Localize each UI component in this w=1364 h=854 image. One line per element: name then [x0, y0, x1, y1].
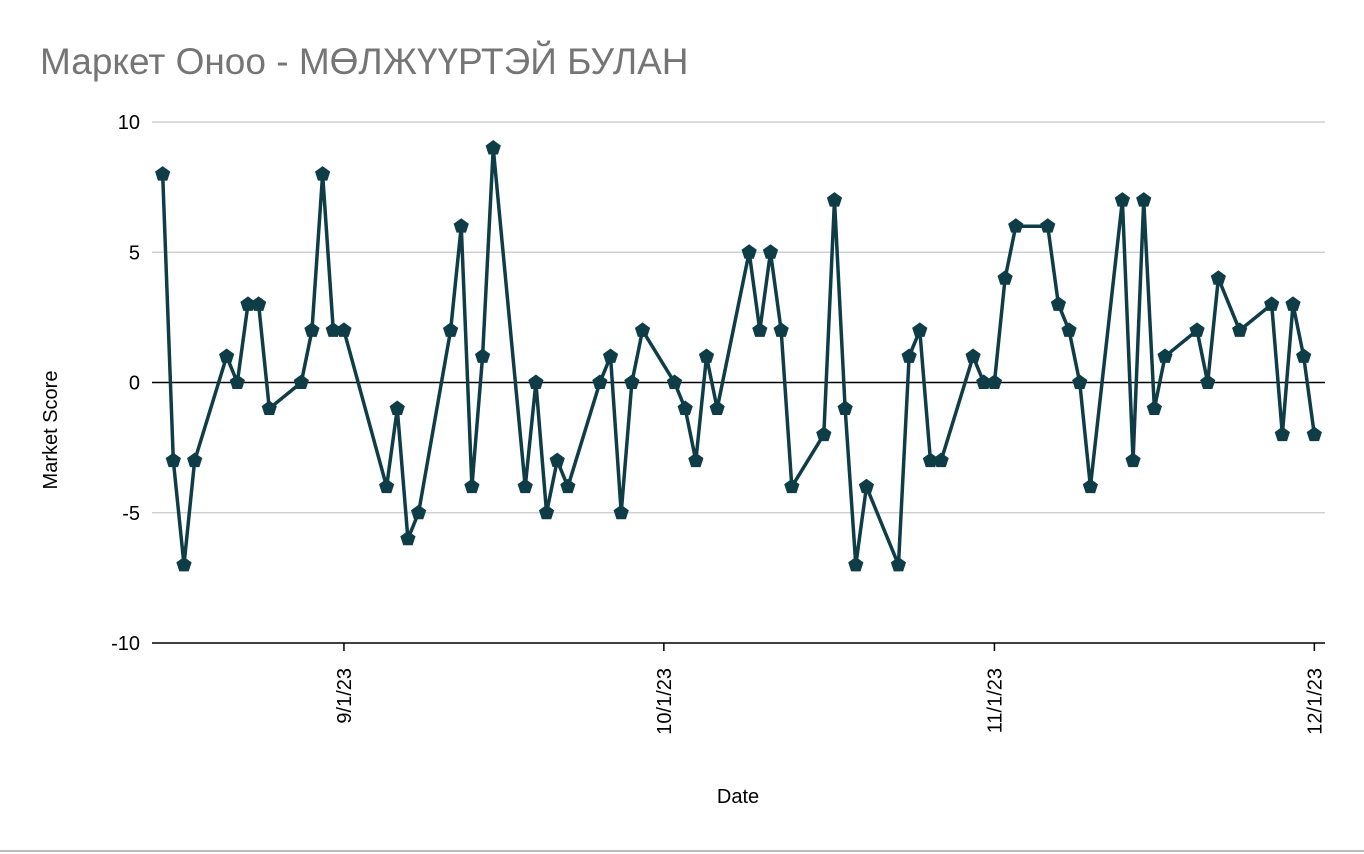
y-tick-label: 10: [118, 112, 140, 134]
x-tick-label: 12/1/23: [1304, 668, 1326, 735]
point-marker: [304, 322, 320, 337]
point-marker: [474, 348, 491, 363]
point-marker: [528, 374, 544, 389]
point-marker: [1136, 192, 1152, 207]
chart-title: Маркет Оноо - МӨЛЖҮҮРТЭЙ БУЛАН: [40, 40, 689, 82]
point-marker: [858, 478, 875, 494]
point-marker: [912, 322, 928, 337]
point-marker: [634, 322, 651, 337]
point-marker: [997, 270, 1013, 285]
point-marker: [187, 452, 203, 468]
point-marker: [336, 322, 352, 337]
point-marker: [229, 374, 245, 389]
point-marker: [784, 478, 800, 494]
point-marker: [741, 244, 757, 259]
point-marker: [1200, 374, 1216, 389]
point-marker: [773, 322, 789, 337]
y-tick-label: 0: [129, 373, 140, 395]
point-marker: [922, 452, 939, 468]
point-marker: [560, 478, 576, 494]
point-marker: [1040, 218, 1056, 233]
point-marker: [219, 348, 235, 363]
point-marker: [933, 452, 949, 468]
point-marker: [848, 556, 864, 572]
point-marker: [176, 556, 192, 572]
point-marker: [1061, 322, 1077, 337]
point-marker: [1274, 426, 1290, 442]
point-marker: [315, 166, 331, 181]
point-marker: [1189, 322, 1205, 337]
point-marker: [378, 478, 395, 494]
point-marker: [517, 478, 533, 494]
point-marker: [389, 400, 405, 416]
point-marker: [613, 504, 629, 520]
point-marker: [1082, 478, 1099, 494]
point-marker: [464, 478, 480, 494]
point-marker: [677, 400, 693, 416]
point-marker: [549, 452, 565, 468]
point-marker: [1210, 270, 1226, 285]
point-marker: [251, 296, 267, 311]
point-marker: [1072, 374, 1088, 389]
series-line: [160, 146, 1317, 567]
point-marker: [538, 504, 555, 520]
point-marker: [325, 322, 341, 337]
point-marker: [976, 374, 992, 389]
point-marker: [965, 348, 981, 363]
point-marker: [155, 166, 171, 181]
point-marker: [1306, 426, 1322, 442]
point-marker: [400, 530, 416, 546]
y-tick-label: -5: [122, 503, 140, 525]
point-marker: [1050, 296, 1067, 311]
x-tick-label: 10/1/23: [654, 668, 676, 735]
point-marker: [698, 348, 715, 363]
point-marker: [453, 218, 469, 233]
point-marker: [624, 374, 640, 389]
y-tick-label: -10: [111, 633, 140, 655]
point-marker: [240, 296, 256, 311]
y-tick-label: 5: [129, 242, 140, 264]
point-marker: [1008, 218, 1024, 233]
point-marker: [261, 400, 277, 416]
point-marker: [901, 348, 917, 363]
point-marker: [837, 400, 853, 416]
point-marker: [1125, 452, 1141, 468]
point-marker: [1285, 296, 1301, 311]
point-marker: [485, 140, 501, 155]
point-marker: [890, 556, 907, 572]
point-marker: [442, 322, 459, 337]
point-marker: [165, 452, 181, 468]
point-marker: [688, 452, 704, 468]
point-marker: [1264, 296, 1280, 311]
point-marker: [762, 244, 779, 259]
point-marker: [1114, 192, 1130, 207]
point-marker: [826, 192, 843, 207]
point-marker: [602, 348, 619, 363]
point-marker: [752, 322, 768, 337]
x-tick-label: 11/1/23: [984, 668, 1006, 733]
point-marker: [1157, 348, 1173, 363]
point-marker: [410, 504, 427, 520]
point-marker: [709, 400, 725, 416]
x-tick-label: 9/1/23: [334, 668, 356, 724]
x-axis-label: Date: [717, 786, 759, 808]
point-marker: [592, 374, 608, 389]
point-marker: [1296, 348, 1312, 363]
point-marker: [816, 426, 832, 442]
point-marker: [666, 374, 683, 389]
point-marker: [293, 374, 309, 389]
point-marker: [1232, 322, 1248, 337]
y-axis-label: Market Score: [40, 371, 62, 490]
point-marker: [986, 374, 1003, 389]
point-marker: [1146, 400, 1162, 416]
